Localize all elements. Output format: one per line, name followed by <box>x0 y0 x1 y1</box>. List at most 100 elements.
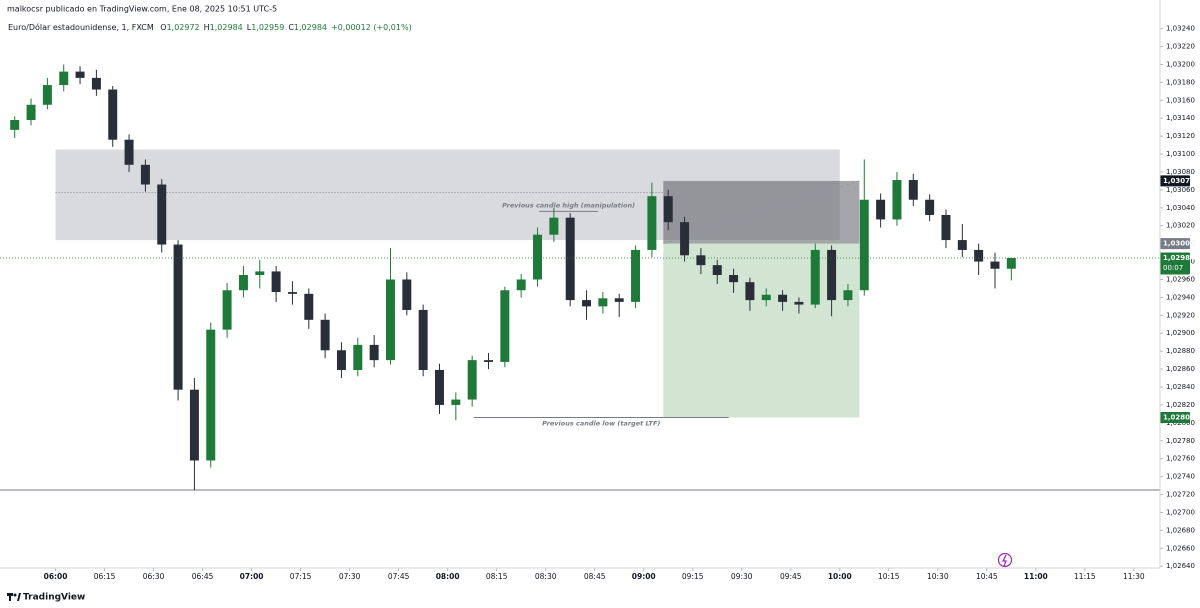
candle-body <box>729 275 739 283</box>
y-tick-label: 1,02700 <box>1166 508 1195 516</box>
price-badge <box>1160 238 1190 250</box>
candle-body <box>418 309 428 370</box>
y-tick-label: 1,03140 <box>1166 114 1195 122</box>
candle-body <box>271 271 281 293</box>
x-tick-label: 10:30 <box>927 572 949 581</box>
target-zone <box>663 243 860 418</box>
y-tick-label: 1,02820 <box>1166 401 1195 409</box>
candle-body <box>206 329 216 461</box>
candle-body <box>941 214 951 241</box>
x-tick-label: 07:00 <box>240 572 264 581</box>
x-tick-label: 06:15 <box>94 572 116 581</box>
candle-body <box>794 301 804 305</box>
candle-body <box>467 360 477 400</box>
candle-body <box>484 360 493 362</box>
y-tick-label: 1,03080 <box>1166 168 1195 176</box>
candle-body <box>565 217 575 301</box>
candle-body <box>108 89 118 140</box>
author-line: malkocsr publicado en TradingView.com, E… <box>7 5 277 14</box>
y-tick-label: 1,02780 <box>1166 437 1195 445</box>
candle-body <box>925 199 935 215</box>
x-tick-label: 06:45 <box>192 572 214 581</box>
x-tick-label: 08:15 <box>486 572 508 581</box>
x-tick-label: 06:00 <box>44 572 68 581</box>
x-tick-label: 06:30 <box>143 572 165 581</box>
candle-body <box>614 298 624 302</box>
y-tick-label: 1,02940 <box>1166 293 1195 301</box>
ohlc-key: C <box>288 23 294 32</box>
y-tick-label: 1,02680 <box>1166 526 1195 534</box>
y-tick-label: 1,03200 <box>1166 60 1195 68</box>
candle-body <box>516 279 526 291</box>
candle-body <box>810 249 820 305</box>
candle-body <box>10 120 20 130</box>
x-tick-label: 09:00 <box>632 572 656 581</box>
candle-body <box>42 85 52 105</box>
price-badge <box>1160 252 1190 275</box>
y-tick-label: 1,03100 <box>1166 150 1195 158</box>
candle-body <box>189 389 199 461</box>
candle-body <box>990 261 1000 269</box>
candle-body <box>385 279 395 361</box>
price-badge <box>1160 411 1190 423</box>
x-tick-label: 09:30 <box>731 572 753 581</box>
y-tick-label: 1,02840 <box>1166 383 1195 391</box>
ohlc-value: 1,02984 <box>294 23 327 32</box>
ohlc-key: O <box>160 23 166 32</box>
symbol-header: Euro/Dólar estadounidense, 1, FXCM O1,02… <box>8 22 412 32</box>
candle-body <box>1006 257 1016 269</box>
candle-body <box>712 265 722 276</box>
candle-body <box>827 249 837 301</box>
y-tick-label: 1,02640 <box>1166 562 1195 570</box>
candle-body <box>59 71 69 86</box>
candle-body <box>843 290 853 301</box>
candle-body <box>451 399 461 405</box>
y-tick-label: 1,02900 <box>1166 329 1195 337</box>
candle-body <box>304 293 314 320</box>
change: +0,00012 (+0,01%) <box>331 23 412 32</box>
y-tick-label: 1,02960 <box>1166 275 1195 283</box>
candle-body <box>435 369 444 405</box>
y-tick-label: 1,02760 <box>1166 455 1195 463</box>
x-tick-label: 11:00 <box>1024 572 1048 581</box>
price-badge-label: 1,03000 <box>1163 240 1195 248</box>
candle-body <box>26 104 36 120</box>
candle-body <box>287 292 297 294</box>
x-tick-label: 09:15 <box>682 572 704 581</box>
candle-body <box>892 180 902 220</box>
candle-body <box>140 164 150 185</box>
y-tick-label: 1,03180 <box>1166 78 1195 86</box>
brand-logo <box>7 593 21 601</box>
candle-body <box>124 139 134 165</box>
event-icon[interactable] <box>997 552 1013 568</box>
candle-body <box>320 319 330 351</box>
x-tick-label: 07:45 <box>388 572 410 581</box>
candle-body <box>761 294 771 301</box>
y-tick-label: 1,03240 <box>1166 25 1195 33</box>
annotation-text: Previous candle high (manipulation) <box>502 201 635 209</box>
ohlc-value: 1,02972 <box>167 23 200 32</box>
y-tick-label: 1,02660 <box>1166 544 1195 552</box>
candle-body <box>255 271 265 276</box>
price-badge-label: 1,03070 <box>1163 177 1195 185</box>
candle-body <box>680 222 690 256</box>
y-tick-label: 1,02720 <box>1166 491 1195 499</box>
event-icon-bolt <box>1002 554 1007 567</box>
y-tick-label: 1,02740 <box>1166 473 1195 481</box>
x-tick-label: 07:30 <box>339 572 361 581</box>
y-tick-label: 1,03120 <box>1166 132 1195 140</box>
candle-body <box>696 255 706 266</box>
candle-body <box>500 290 510 362</box>
y-tick-label: 1,02920 <box>1166 311 1195 319</box>
x-tick-label: 10:45 <box>976 572 998 581</box>
brand: TradingView <box>23 593 85 603</box>
candle-body <box>75 71 85 78</box>
candle-body <box>369 344 379 361</box>
candle-body <box>745 282 755 301</box>
price-badge <box>1160 175 1190 187</box>
position-diagonal <box>663 180 860 245</box>
y-tick-label: 1,02860 <box>1166 365 1195 373</box>
x-tick-label: 07:15 <box>290 572 312 581</box>
candle-body <box>631 249 641 302</box>
